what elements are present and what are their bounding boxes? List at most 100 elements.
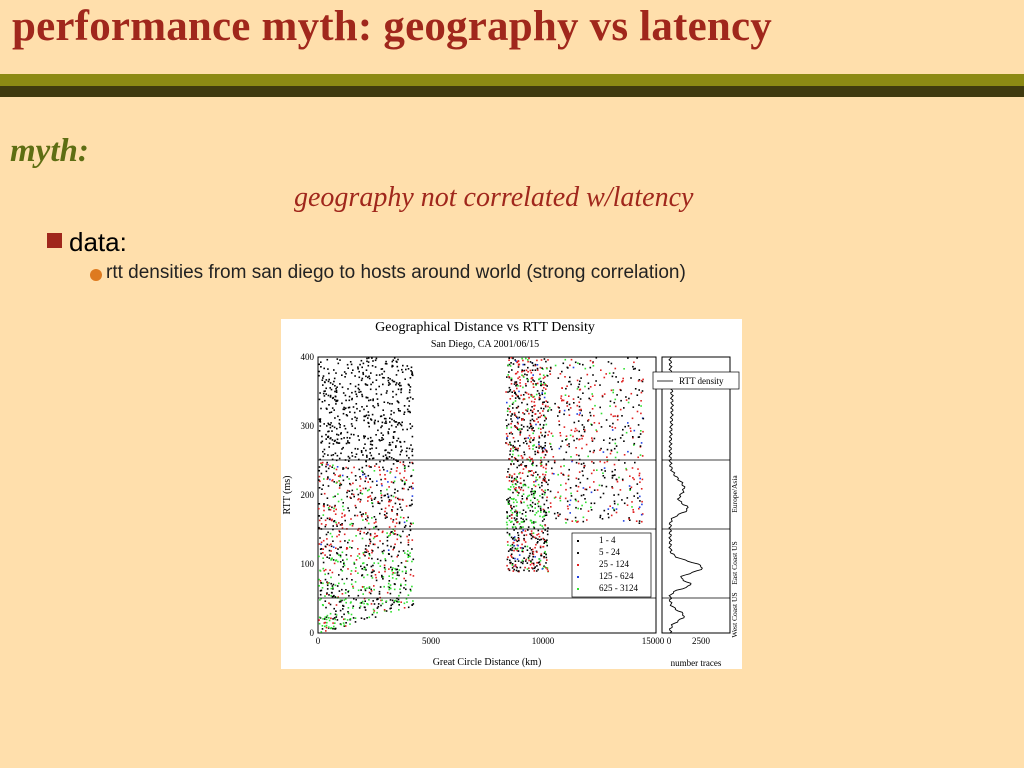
scatter-point	[547, 410, 549, 412]
scatter-point	[517, 377, 519, 380]
scatter-point	[332, 559, 335, 561]
legend-label: 5 - 24	[599, 547, 620, 557]
scatter-point	[350, 497, 352, 499]
scatter-point	[518, 487, 521, 489]
scatter-point	[514, 373, 517, 375]
scatter-point	[534, 503, 537, 505]
scatter-point	[344, 519, 346, 522]
scatter-point	[333, 467, 336, 470]
scatter-point	[326, 538, 328, 540]
scatter-point	[390, 611, 392, 613]
scatter-point	[534, 453, 537, 456]
scatter-point	[522, 521, 524, 523]
scatter-point	[627, 425, 630, 427]
scatter-point	[394, 543, 396, 546]
scatter-point	[542, 368, 544, 370]
scatter-point	[348, 509, 350, 512]
scatter-point	[600, 412, 603, 415]
scatter-point	[370, 454, 373, 457]
scatter-point	[399, 516, 402, 519]
scatter-point	[347, 367, 349, 369]
scatter-point	[324, 390, 326, 392]
scatter-point	[360, 359, 363, 362]
scatter-point	[525, 558, 527, 561]
scatter-point	[343, 624, 345, 627]
scatter-point	[352, 493, 355, 496]
scatter-point	[322, 561, 325, 564]
scatter-point	[383, 417, 386, 420]
scatter-point	[530, 549, 533, 551]
scatter-point	[508, 376, 510, 378]
scatter-point	[542, 527, 545, 529]
scatter-point	[326, 583, 329, 585]
scatter-point	[397, 437, 400, 440]
scatter-point	[511, 433, 514, 435]
scatter-point	[407, 550, 409, 552]
scatter-point	[541, 403, 544, 405]
scatter-point	[525, 385, 527, 387]
scatter-point	[335, 508, 337, 511]
scatter-point	[338, 419, 341, 421]
scatter-point	[330, 617, 332, 620]
scatter-point	[539, 559, 542, 562]
scatter-point	[347, 440, 349, 442]
scatter-point	[373, 406, 376, 409]
scatter-point	[335, 441, 338, 444]
scatter-point	[519, 385, 522, 387]
scatter-point	[369, 542, 371, 545]
scatter-point	[386, 390, 388, 392]
scatter-point	[334, 495, 336, 498]
scatter-point	[543, 556, 545, 558]
scatter-point	[396, 440, 398, 442]
scatter-point	[515, 505, 518, 507]
scatter-point	[348, 539, 350, 541]
scatter-point	[334, 613, 337, 616]
scatter-point	[390, 424, 393, 427]
scatter-point	[559, 497, 561, 499]
scatter-point	[513, 383, 516, 385]
scatter-point	[407, 397, 409, 399]
scatter-point	[320, 472, 323, 475]
scatter-point	[375, 521, 377, 523]
scatter-point	[333, 426, 336, 429]
scatter-point	[367, 361, 370, 363]
scatter-point	[349, 523, 351, 526]
scatter-point	[544, 454, 547, 456]
scatter-point	[568, 468, 570, 471]
scatter-point	[563, 409, 566, 412]
scatter-point	[344, 618, 346, 620]
scatter-point	[400, 391, 402, 394]
scatter-point	[613, 509, 616, 512]
scatter-point	[348, 442, 351, 444]
scatter-point	[332, 627, 334, 630]
scatter-point	[391, 365, 394, 367]
scatter-point	[569, 434, 572, 437]
scatter-point	[336, 433, 338, 436]
scatter-point	[611, 474, 614, 477]
scatter-point	[545, 463, 548, 465]
scatter-point	[532, 460, 534, 463]
scatter-point	[324, 578, 327, 581]
scatter-point	[532, 532, 535, 534]
scatter-point	[407, 606, 410, 609]
scatter-point	[516, 416, 518, 419]
scatter-point	[327, 477, 329, 480]
scatter-point	[391, 360, 394, 363]
scatter-point	[512, 565, 515, 568]
scatter-point	[506, 376, 508, 378]
scatter-point	[523, 479, 525, 482]
scatter-point	[601, 395, 604, 398]
figure-subtitle: San Diego, CA 2001/06/15	[431, 339, 539, 350]
scatter-point	[570, 495, 573, 497]
scatter-point	[527, 380, 529, 383]
scatter-point	[589, 486, 591, 489]
scatter-point	[587, 510, 590, 512]
scatter-point	[409, 427, 412, 430]
scatter-point	[341, 523, 343, 525]
scatter-point	[530, 561, 532, 563]
scatter-point	[538, 396, 541, 399]
scatter-point	[394, 476, 397, 479]
scatter-point	[395, 445, 397, 447]
x-tick-15000: 15000	[642, 636, 665, 646]
scatter-point	[531, 464, 534, 467]
